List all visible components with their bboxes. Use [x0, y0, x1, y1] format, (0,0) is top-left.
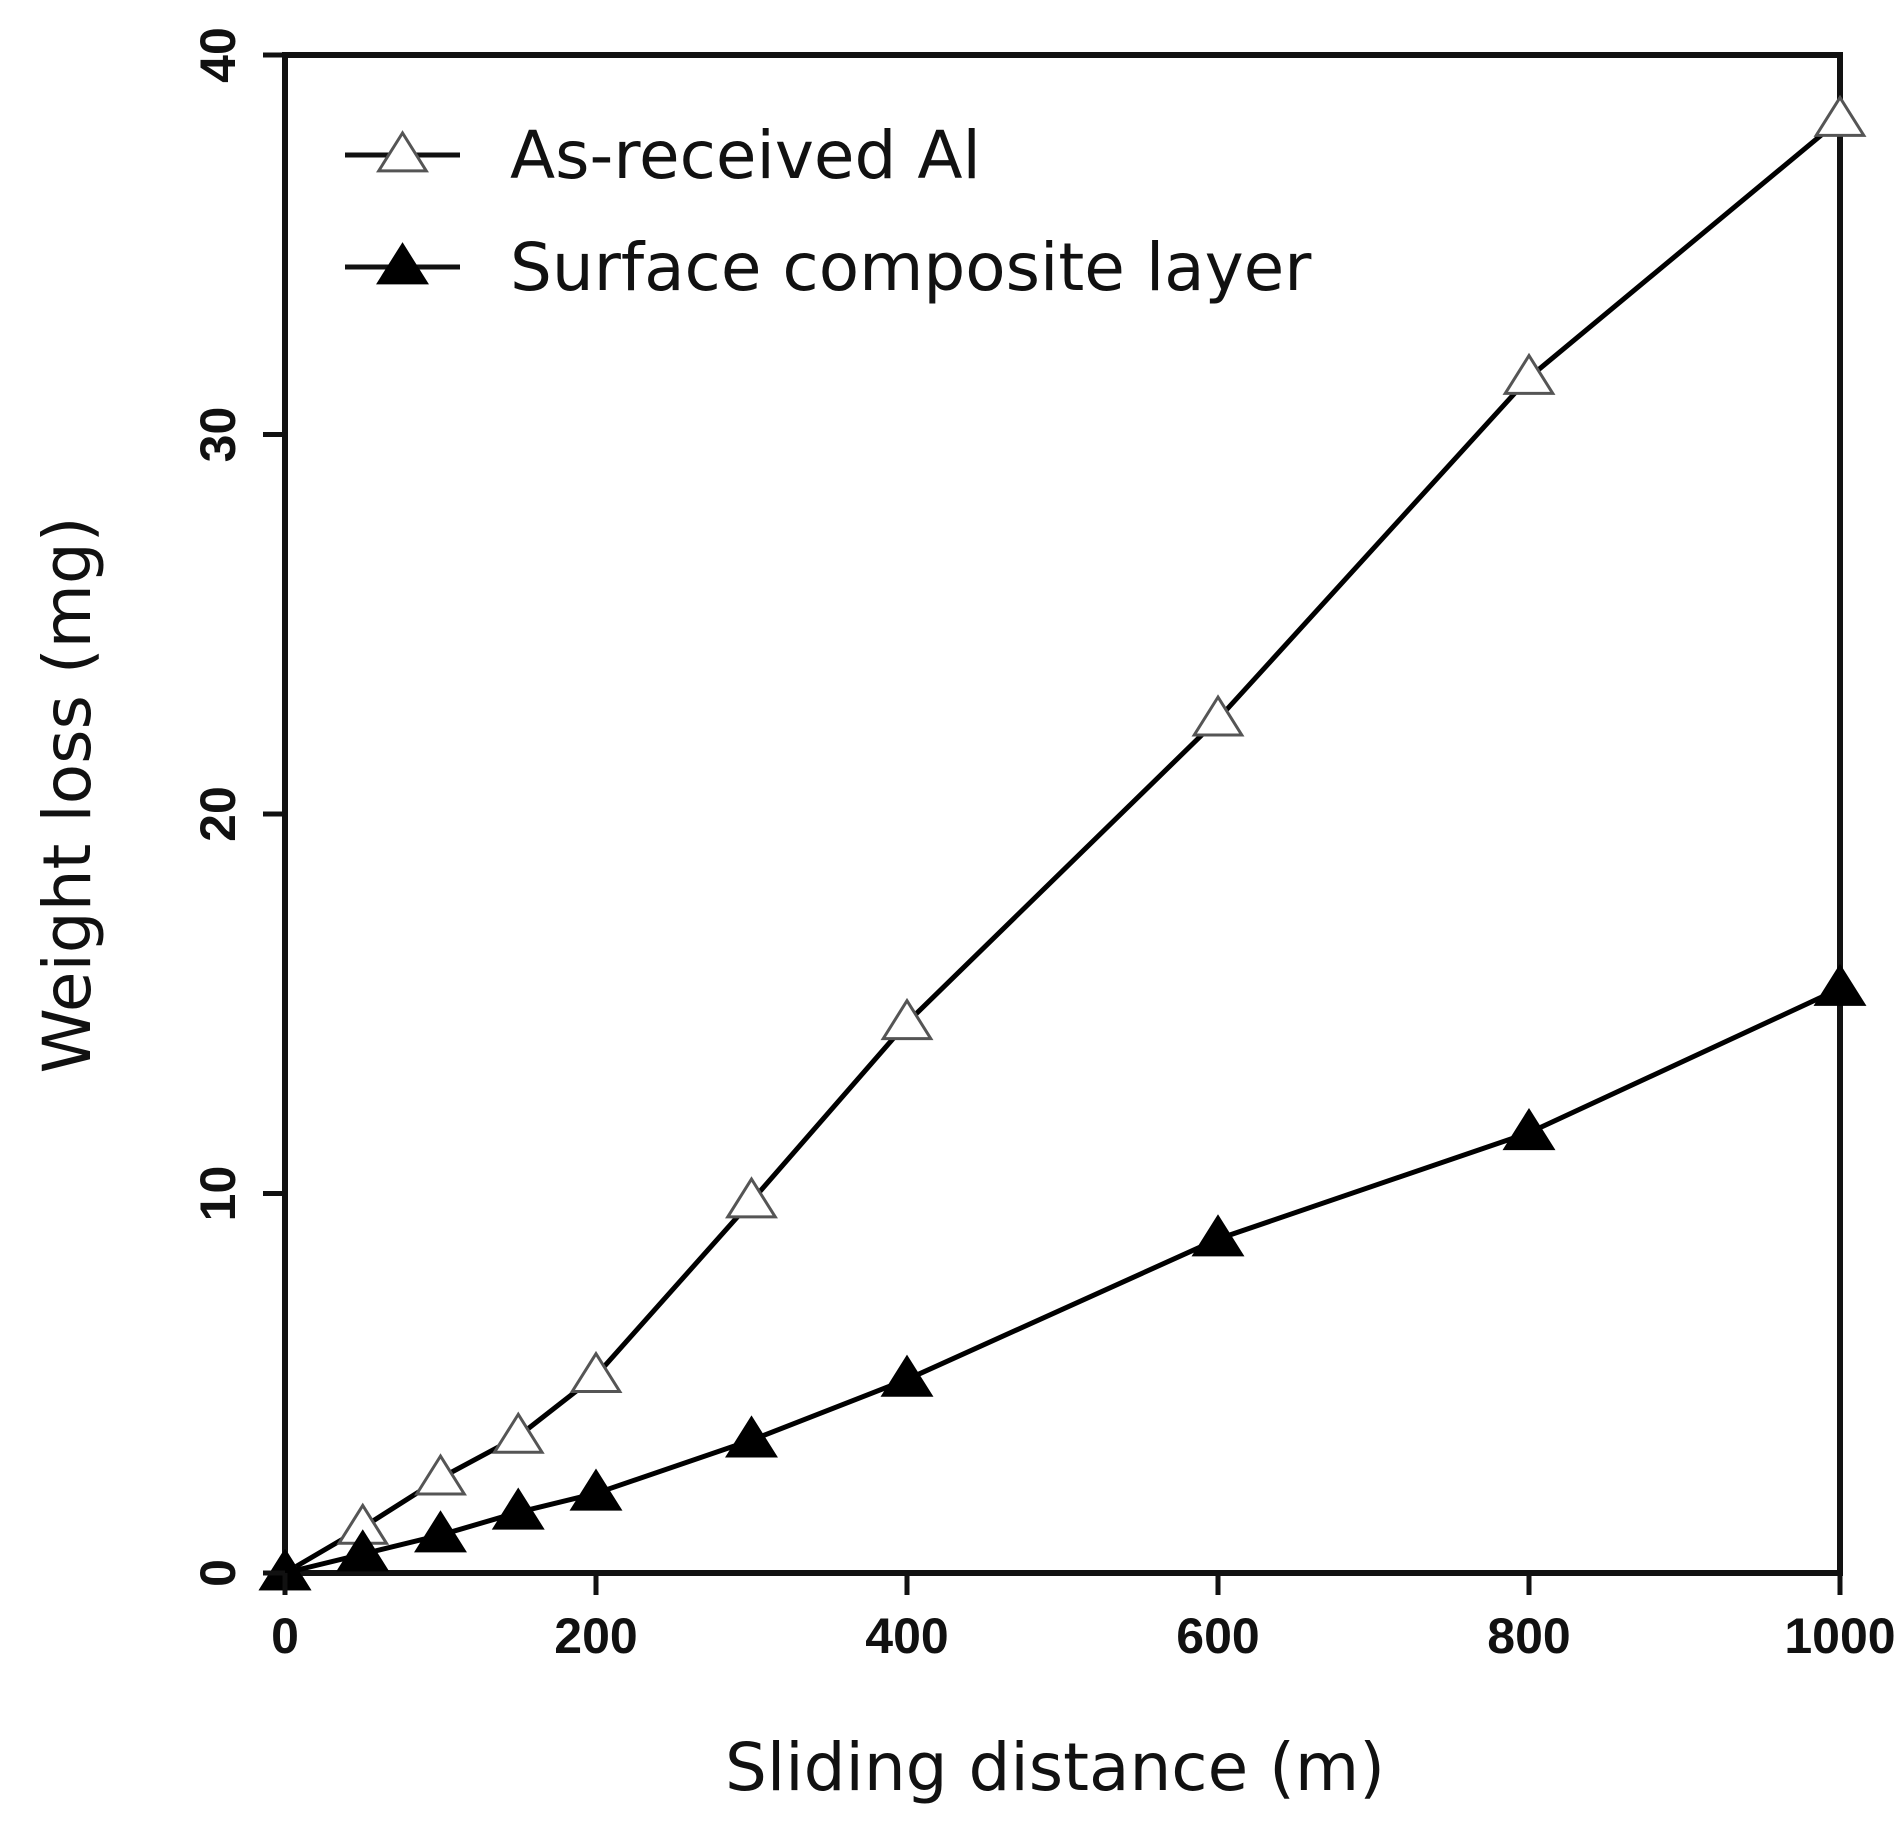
series-layer — [258, 94, 1867, 1591]
data-point — [569, 1350, 623, 1393]
y-tick-label: 0 — [190, 1559, 246, 1587]
data-point — [1502, 1107, 1556, 1151]
series-line — [284, 986, 1842, 1576]
axes-layer: 0 200 400 600 800 1000 0 10 20 30 40 — [190, 27, 1896, 1664]
legend: As-received Al Surface composite layer — [345, 117, 1312, 306]
legend-label: Surface composite layer — [510, 229, 1312, 306]
y-tick-label: 30 — [190, 407, 246, 463]
data-point — [414, 1453, 467, 1496]
x-tick-label: 1000 — [1784, 1608, 1895, 1664]
y-tick-label: 20 — [190, 786, 246, 842]
data-point — [1191, 694, 1245, 737]
y-tick-label: 40 — [190, 27, 246, 83]
legend-entry: As-received Al — [345, 117, 981, 194]
y-tick-label: 10 — [190, 1166, 246, 1222]
data-point — [1813, 94, 1867, 137]
series-0 — [258, 94, 1867, 1591]
x-tick-label: 600 — [1176, 1608, 1259, 1664]
data-point — [725, 1176, 778, 1219]
data-point — [491, 1411, 545, 1454]
data-point — [725, 1415, 778, 1458]
x-tick-label: 200 — [554, 1608, 637, 1664]
x-tick-label: 0 — [271, 1608, 299, 1664]
x-tick-label: 400 — [865, 1608, 948, 1664]
data-point — [414, 1510, 467, 1553]
legend-marker — [376, 242, 429, 285]
data-point — [1502, 352, 1556, 395]
x-tick-label: 800 — [1487, 1608, 1570, 1664]
y-axis-title: Weight loss (mg) — [29, 516, 106, 1073]
data-point — [1191, 1214, 1245, 1257]
x-axis-title: Sliding distance (m) — [725, 1729, 1385, 1806]
legend-label: As-received Al — [510, 117, 981, 194]
data-point — [569, 1468, 623, 1511]
data-point — [880, 997, 934, 1041]
data-point — [491, 1487, 545, 1530]
legend-marker — [376, 130, 429, 173]
series-1 — [258, 963, 1867, 1591]
legend-entry: Surface composite layer — [345, 229, 1312, 306]
series-line — [283, 117, 1842, 1576]
data-point — [880, 1354, 934, 1397]
data-point — [1813, 963, 1867, 1006]
data-point — [336, 1529, 390, 1572]
